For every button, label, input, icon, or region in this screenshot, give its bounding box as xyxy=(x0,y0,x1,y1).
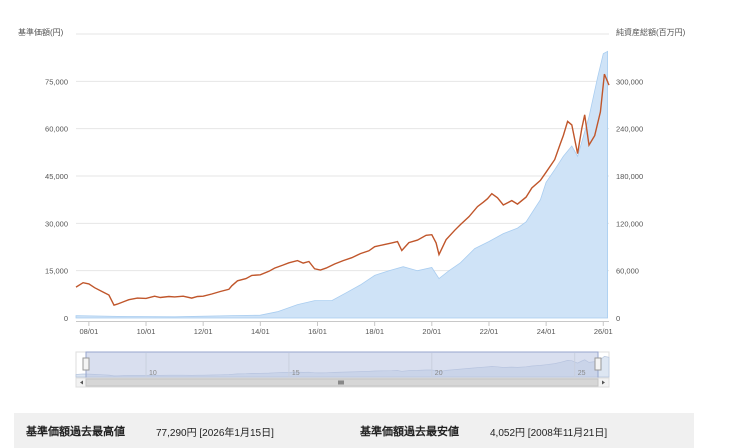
navigator-right-handle[interactable] xyxy=(594,357,602,371)
y-right-tick-label: 180,000 xyxy=(616,172,643,181)
y-left-tick-label: 45,000 xyxy=(45,172,68,181)
navigator[interactable]: 10 15 20 25 xyxy=(75,351,610,379)
left-axis-title: 基準価額(円) xyxy=(18,27,64,37)
y-left-tick-label: 30,000 xyxy=(45,219,68,228)
navigator-selection[interactable] xyxy=(85,351,599,379)
x-tick-label: 16/01 xyxy=(308,327,327,336)
y-left-tick-label: 0 xyxy=(64,314,68,323)
x-ticks: 08/01 10/01 12/01 14/01 16/01 18/01 20/01 22/01… xyxy=(79,321,613,336)
x-tick-label: 12/01 xyxy=(194,327,213,336)
summary-bar: 基準価額過去最高値 77,290円 [2026年1月15日] 基準価額過去最安値… xyxy=(14,413,694,448)
y-right-tick-label: 240,000 xyxy=(616,125,643,134)
navigator-tick-label: 25 xyxy=(578,370,586,377)
y-right-tick-label: 300,000 xyxy=(616,77,643,86)
navigator-left-handle[interactable] xyxy=(82,357,90,371)
navigator-tick-label: 15 xyxy=(292,370,300,377)
scroll-left-arrow-icon[interactable] xyxy=(80,380,83,385)
navigator-tick-label: 10 xyxy=(149,370,157,377)
net-assets-area xyxy=(75,50,608,319)
low-label: 基準価額過去最安値 xyxy=(360,426,459,438)
x-tick-label: 20/01 xyxy=(422,327,441,336)
x-tick-label: 24/01 xyxy=(537,327,556,336)
y-right-tick-label: 0 xyxy=(616,314,620,323)
low-value: 4,052円 [2008年11月21日] xyxy=(490,428,608,439)
scrollbar[interactable] xyxy=(75,377,610,388)
y-left-tick-label: 15,000 xyxy=(45,267,68,276)
y-left-tick-label: 75,000 xyxy=(45,77,68,86)
navigator-ticks: 10 15 20 25 xyxy=(145,353,586,377)
nav-price-line xyxy=(75,73,610,307)
y-right-ticks: 0 60,000 120,000 180,000 240,000 300,000 xyxy=(616,77,643,323)
y-left-ticks: 0 15,000 30,000 45,000 60,000 75,000 xyxy=(45,77,68,323)
y-left-tick-label: 60,000 xyxy=(45,125,68,134)
scroll-right-arrow-icon[interactable] xyxy=(602,380,605,385)
fund-chart: 基準価額(円) 純資産総額(百万円) 0 15,000 30,000 45,000 60… xyxy=(18,27,686,388)
x-tick-label: 10/01 xyxy=(137,327,156,336)
x-tick-label: 14/01 xyxy=(251,327,270,336)
y-right-tick-label: 60,000 xyxy=(616,267,639,276)
y-right-tick-label: 120,000 xyxy=(616,219,643,228)
high-value: 77,290円 [2026年1月15日] xyxy=(156,428,274,439)
high-label: 基準価額過去最高値 xyxy=(26,426,125,438)
navigator-tick-label: 20 xyxy=(435,370,443,377)
grid-lines xyxy=(76,33,609,272)
x-tick-label: 26/01 xyxy=(594,327,613,336)
x-tick-label: 22/01 xyxy=(480,327,499,336)
scrollbar-grip-icon xyxy=(338,380,344,385)
right-axis-title: 純資産総額(百万円) xyxy=(616,27,686,37)
x-tick-label: 18/01 xyxy=(365,327,384,336)
x-tick-label: 08/01 xyxy=(79,327,98,336)
